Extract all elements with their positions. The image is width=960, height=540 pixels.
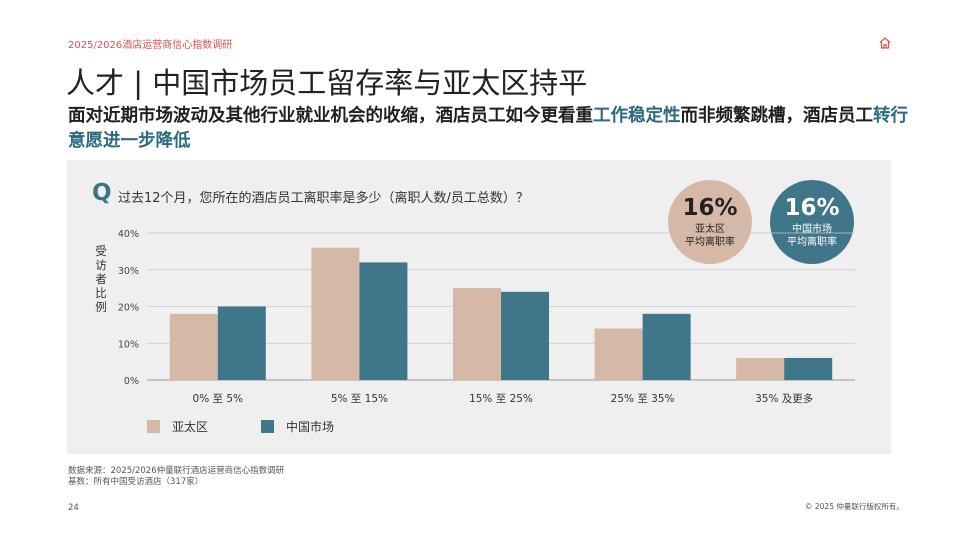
bar-apac <box>311 247 360 380</box>
source-line-2: 基数：所有中国受访酒店（317家） <box>68 477 204 487</box>
bar-china <box>217 306 266 380</box>
legend-swatch-china <box>261 420 274 433</box>
source-note: 数据来源：2025/2026仲量联行酒店运营商信心指数调研 基数：所有中国受访酒… <box>68 466 284 488</box>
page-subtitle: 面对近期市场波动及其他行业就业机会的收缩，酒店员工如今更看重工作稳定性而非频繁跳… <box>68 104 918 154</box>
china-average-label-1: 中国市场 <box>792 224 832 235</box>
legend-label-apac: 亚太区 <box>172 420 209 434</box>
bar-china <box>359 262 408 380</box>
apac-average-value: 16% <box>682 195 738 221</box>
y-axis-label: 受访者比例 <box>95 244 107 314</box>
apac-average-bubble: 16% 亚太区 平均离职率 <box>668 180 752 264</box>
y-tick-label: 20% <box>118 303 139 314</box>
copyright: © 2025 仲量联行版权所有。 <box>805 502 904 511</box>
y-tick-label: 30% <box>118 266 139 277</box>
bar-china <box>501 291 549 380</box>
question-mark: Q <box>92 180 112 206</box>
china-average-bubble: 16% 中国市场 平均离职率 <box>770 180 854 264</box>
subtitle-text-1: 面对近期市场波动及其他行业就业机会的收缩，酒店员工如今更看重 <box>68 106 593 126</box>
source-line-1: 数据来源：2025/2026仲量联行酒店运营商信心指数调研 <box>68 466 285 476</box>
report-label: 2025/2026酒店运营商信心指数调研 <box>68 40 233 51</box>
bar-china <box>642 313 691 380</box>
question-text: 过去12个月，您所在的酒店员工离职率是多少（离职人数/员工总数）？ <box>118 191 529 206</box>
x-tick-label: 0% 至 5% <box>193 393 244 405</box>
legend-swatch-apac <box>147 420 160 433</box>
bar-apac <box>453 288 501 380</box>
bar-apac <box>594 328 643 380</box>
x-tick-label: 15% 至 25% <box>469 393 533 405</box>
bar-china <box>784 357 833 380</box>
bar-apac <box>736 357 785 380</box>
legend-apac: 亚太区 <box>147 418 208 435</box>
x-tick-label: 5% 至 15% <box>331 393 388 405</box>
bar-apac <box>169 313 218 380</box>
subtitle-highlight-1: 工作稳定性 <box>593 106 681 126</box>
y-tick-label: 0% <box>124 376 139 387</box>
subtitle-text-2: 而非频繁跳槽，酒店员工 <box>680 106 874 126</box>
x-tick-label: 35% 及更多 <box>755 392 813 405</box>
legend-label-china: 中国市场 <box>286 420 335 434</box>
page-title: 人才 | 中国市场员工留存率与亚太区持平 <box>66 66 588 100</box>
x-tick-label: 25% 至 35% <box>611 393 675 405</box>
y-tick-label: 40% <box>118 229 139 240</box>
china-average-value: 16% <box>784 195 840 221</box>
legend-china: 中国市场 <box>261 418 334 435</box>
page-number: 24 <box>68 503 79 513</box>
apac-average-label-2: 平均离职率 <box>685 237 735 248</box>
china-average-label-2: 平均离职率 <box>787 237 837 248</box>
y-tick-label: 10% <box>118 339 139 350</box>
apac-average-label-1: 亚太区 <box>695 224 725 235</box>
subtitle-highlight-2: 转行意愿进一步降低 <box>68 106 908 151</box>
home-icon[interactable] <box>878 36 892 50</box>
